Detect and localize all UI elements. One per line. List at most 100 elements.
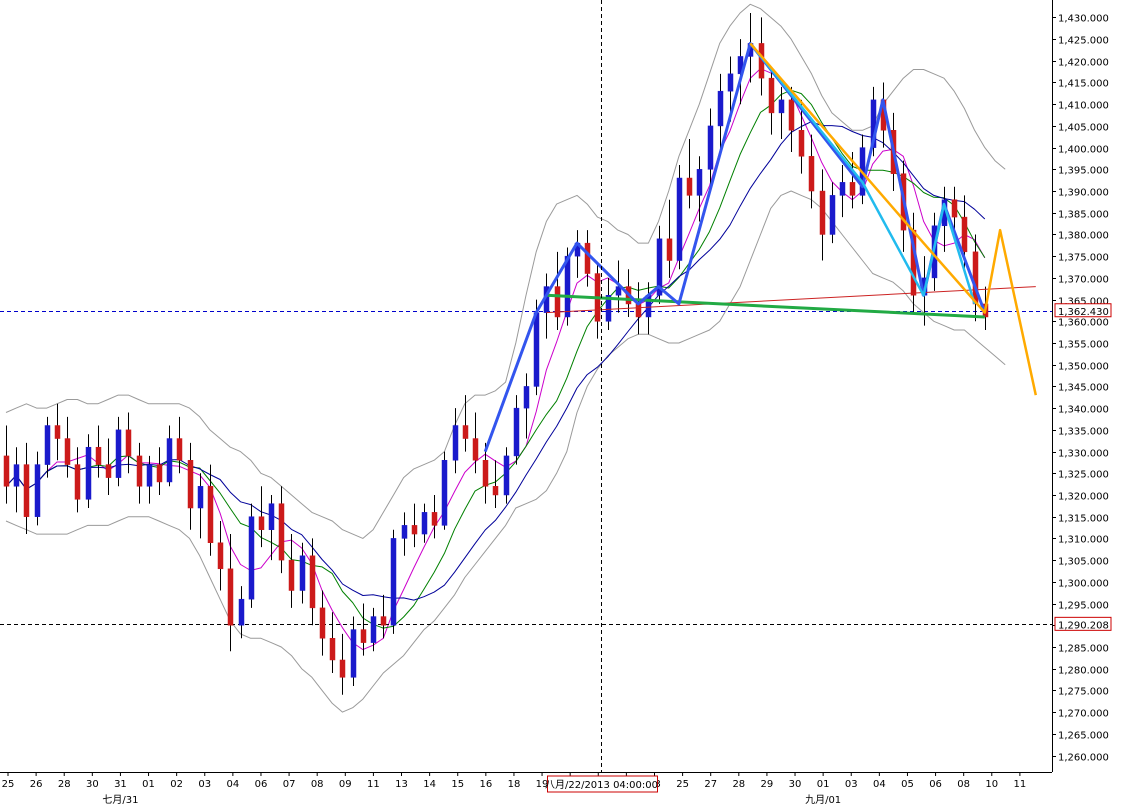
candle-body-down xyxy=(798,130,805,157)
y-tick-label: 1,280.000 xyxy=(1058,666,1109,677)
candle-body-down xyxy=(217,542,224,570)
y-tick-label: 1,285.000 xyxy=(1058,644,1109,655)
x-tick-label: 06 xyxy=(255,779,268,790)
candle-body-up xyxy=(146,464,153,487)
candle-body-up xyxy=(370,616,377,643)
y-tick-label: 1,350.000 xyxy=(1058,362,1109,373)
y-tick-label: 1,400.000 xyxy=(1058,145,1109,156)
price-label-box xyxy=(1054,616,1112,631)
bollinger-bands xyxy=(5,3,1006,713)
price-label-text: 1,362.430 xyxy=(1058,307,1109,318)
candle-body-down xyxy=(768,77,775,114)
x-tick-label: 06 xyxy=(929,779,942,790)
x-tick-label: 02 xyxy=(170,779,183,790)
y-tick-label: 1,265.000 xyxy=(1058,731,1109,742)
candle-body-up xyxy=(34,464,41,517)
x-tick-label: 27 xyxy=(704,779,717,790)
candle-body-up xyxy=(115,429,122,478)
y-tick-label: 1,360.000 xyxy=(1058,318,1109,329)
candle-body-up xyxy=(829,195,836,235)
candle-body-up xyxy=(717,90,724,127)
candle-body-down xyxy=(64,438,71,465)
candle-body-down xyxy=(686,177,693,196)
x-tick-label: 19 xyxy=(536,779,549,790)
x-tick-label: 08 xyxy=(311,779,324,790)
candle-body-up xyxy=(197,486,204,509)
candle-body-up xyxy=(350,629,357,678)
x-tick-label: 29 xyxy=(761,779,774,790)
support-line-green xyxy=(546,293,985,319)
x-tick-label: 03 xyxy=(845,779,858,790)
y-tick-label: 1,415.000 xyxy=(1058,79,1109,90)
x-tick-label: 30 xyxy=(86,779,99,790)
x-tick-label: 01 xyxy=(142,779,155,790)
x-tick-label: 04 xyxy=(873,779,886,790)
candle-body-down xyxy=(156,464,163,483)
candle-body-up xyxy=(839,182,846,196)
crosshair-time-box xyxy=(547,775,658,793)
x-tick-label: 31 xyxy=(114,779,127,790)
candle-body-up xyxy=(390,538,397,626)
candle-body-up xyxy=(707,125,714,170)
y-tick-label: 1,340.000 xyxy=(1058,405,1109,416)
x-tick-label: 25 xyxy=(676,779,689,790)
candle-body-down xyxy=(288,559,295,591)
y-tick-label: 1,310.000 xyxy=(1058,535,1109,546)
y-tick-label: 1,390.000 xyxy=(1058,188,1109,199)
candle-body-up xyxy=(421,512,428,535)
candle-body-up xyxy=(696,169,703,196)
candle-body-up xyxy=(44,425,51,465)
zigzag-line-cyan xyxy=(749,42,976,305)
drawing-objects[interactable] xyxy=(483,41,1038,453)
candle-body-up xyxy=(401,525,408,539)
x-tick-label: 30 xyxy=(789,779,802,790)
candle-body-up xyxy=(299,555,306,591)
bollinger-upper-line xyxy=(5,3,1006,539)
y-tick-label: 1,365.000 xyxy=(1058,297,1109,308)
candle-body-up xyxy=(441,459,448,526)
candle-body-up xyxy=(523,386,530,409)
pattern-line-orange xyxy=(749,42,1038,396)
x-tick-label: 25 xyxy=(2,779,15,790)
y-tick-label: 1,260.000 xyxy=(1058,753,1109,764)
x-tick-label: 08 xyxy=(957,779,970,790)
candle-body-down xyxy=(666,238,673,261)
candle-body-up xyxy=(268,503,275,530)
candle-body-up xyxy=(778,99,785,114)
candle-body-up xyxy=(248,516,255,600)
candle-body-down xyxy=(309,555,316,609)
candle-body-up xyxy=(656,238,663,296)
candle-body-down xyxy=(951,199,958,218)
candle-body-down xyxy=(319,607,326,639)
y-tick-label: 1,295.000 xyxy=(1058,601,1109,612)
candle-body-down xyxy=(849,182,856,196)
candlesticks xyxy=(3,13,989,695)
candle-body-down xyxy=(584,242,591,274)
candle-body-up xyxy=(727,73,734,92)
y-tick-label: 1,375.000 xyxy=(1058,253,1109,264)
x-tick-label: 09 xyxy=(339,779,352,790)
x-tick-label: 13 xyxy=(395,779,408,790)
y-tick-label: 1,305.000 xyxy=(1058,557,1109,568)
candle-body-up xyxy=(605,295,612,322)
x-tick-label: 05 xyxy=(901,779,914,790)
candle-body-down xyxy=(380,616,387,626)
candle-body-down xyxy=(3,455,10,487)
candle-body-up xyxy=(513,407,520,457)
y-tick-label: 1,395.000 xyxy=(1058,166,1109,177)
x-tick-label: 01 xyxy=(817,779,830,790)
y-tick-label: 1,385.000 xyxy=(1058,210,1109,221)
x-tick-label: 14 xyxy=(423,779,436,790)
candle-body-down xyxy=(635,303,642,318)
candle-body-up xyxy=(166,438,173,483)
month-label: 七月/31 xyxy=(102,794,138,805)
candle-body-down xyxy=(23,464,30,517)
candle-body-down xyxy=(207,486,214,543)
x-tick-label: 28 xyxy=(732,779,745,790)
candle-body-up xyxy=(238,598,245,626)
candle-body-down xyxy=(961,216,968,253)
y-tick-label: 1,380.000 xyxy=(1058,231,1109,242)
